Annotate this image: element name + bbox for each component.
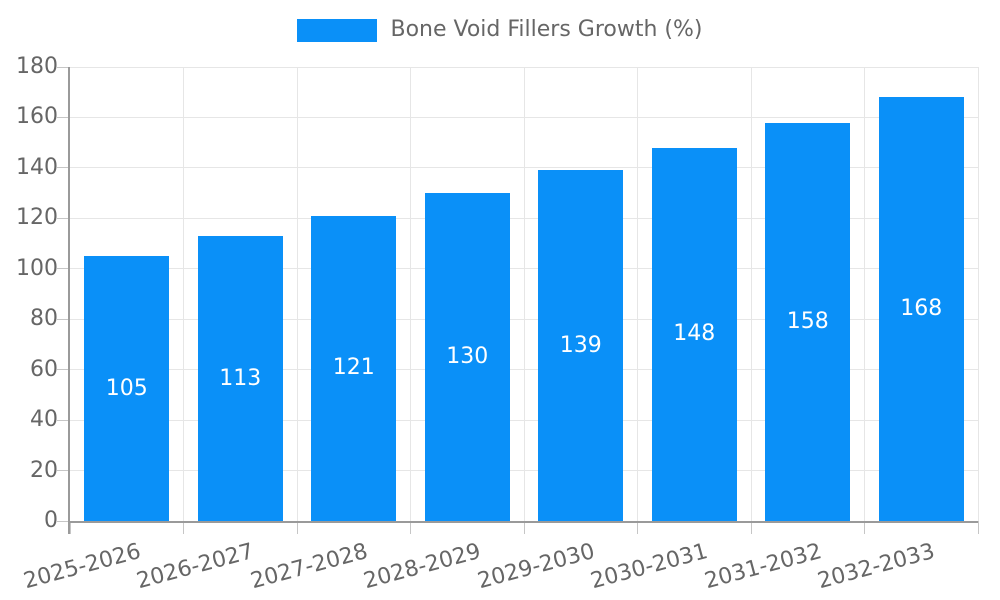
y-axis-tick xyxy=(57,217,68,219)
x-tick-label: 2030-2031 xyxy=(588,539,711,595)
x-axis-tick xyxy=(750,521,752,534)
gridline-vertical xyxy=(637,67,638,521)
legend-item[interactable]: Bone Void Fillers Growth (%) xyxy=(0,17,1000,43)
gridline-vertical xyxy=(750,67,752,521)
y-axis-tick xyxy=(57,268,68,270)
y-axis-tick xyxy=(57,470,68,472)
y-tick-label: 160 xyxy=(16,104,58,130)
bar-value-label: 105 xyxy=(105,375,148,401)
gridline-vertical xyxy=(864,67,865,521)
x-axis-tick xyxy=(637,521,638,534)
bar-value-label: 148 xyxy=(673,321,716,347)
bar: 121 xyxy=(311,215,397,521)
gridline-vertical xyxy=(977,67,979,521)
plot-area: 0 20 40 60 80 100 120 140 160 180 105 113 121 130 139 1… xyxy=(16,54,979,594)
y-axis-tick xyxy=(57,116,68,118)
y-tick-label: 100 xyxy=(16,255,58,281)
x-tick-label: 2029-2030 xyxy=(474,539,598,595)
y-axis-line xyxy=(68,67,70,534)
y-tick-label: 120 xyxy=(16,205,58,231)
y-axis-tick xyxy=(57,419,68,421)
bar: 130 xyxy=(424,193,510,521)
y-tick-label: 40 xyxy=(30,407,58,433)
gridline-vertical xyxy=(523,67,525,521)
x-tick-label: 2025-2026 xyxy=(20,539,144,595)
y-axis-tick xyxy=(57,318,68,320)
y-tick-label: 60 xyxy=(30,356,58,382)
bar: 139 xyxy=(538,170,624,521)
x-axis-tick xyxy=(410,521,411,534)
bar-value-label: 113 xyxy=(219,365,262,391)
legend-swatch xyxy=(297,18,378,42)
legend-label: Bone Void Fillers Growth (%) xyxy=(390,17,703,42)
y-tick-label: 80 xyxy=(30,306,58,332)
y-tick-label: 20 xyxy=(30,457,58,483)
y-axis-tick xyxy=(57,369,68,371)
x-axis-line xyxy=(68,521,978,523)
gridline-vertical xyxy=(296,67,298,521)
x-tick-label: 2028-2029 xyxy=(361,539,484,595)
bar-value-label: 139 xyxy=(559,332,602,358)
bar-value-label: 130 xyxy=(446,344,489,370)
gridline-vertical xyxy=(410,67,411,521)
x-axis-tick xyxy=(523,521,525,534)
y-axis-tick xyxy=(57,167,68,169)
x-axis-tick xyxy=(864,521,865,534)
y-axis-tick xyxy=(57,66,68,68)
y-axis-tick xyxy=(57,520,68,522)
bar: 158 xyxy=(765,122,851,521)
x-tick-label: 2027-2028 xyxy=(247,539,371,595)
x-axis-tick xyxy=(296,521,298,534)
gridline-vertical xyxy=(183,67,184,521)
y-tick-label: 0 xyxy=(44,508,58,533)
x-tick-label: 2031-2032 xyxy=(701,539,825,595)
bar: 105 xyxy=(84,256,170,521)
bar-value-label: 121 xyxy=(332,355,375,381)
x-axis-tick xyxy=(977,521,979,534)
bar: 168 xyxy=(878,97,964,521)
y-tick-label: 140 xyxy=(16,154,58,180)
bar: 113 xyxy=(197,236,283,521)
x-tick-label: 2032-2033 xyxy=(815,539,938,595)
x-axis-tick xyxy=(69,521,71,534)
y-tick-label: 180 xyxy=(16,54,58,79)
bar: 148 xyxy=(651,147,737,521)
bar-value-label: 168 xyxy=(900,296,943,322)
x-tick-label: 2026-2027 xyxy=(134,539,257,595)
bar-value-label: 158 xyxy=(786,308,829,334)
x-axis-tick xyxy=(183,521,184,534)
